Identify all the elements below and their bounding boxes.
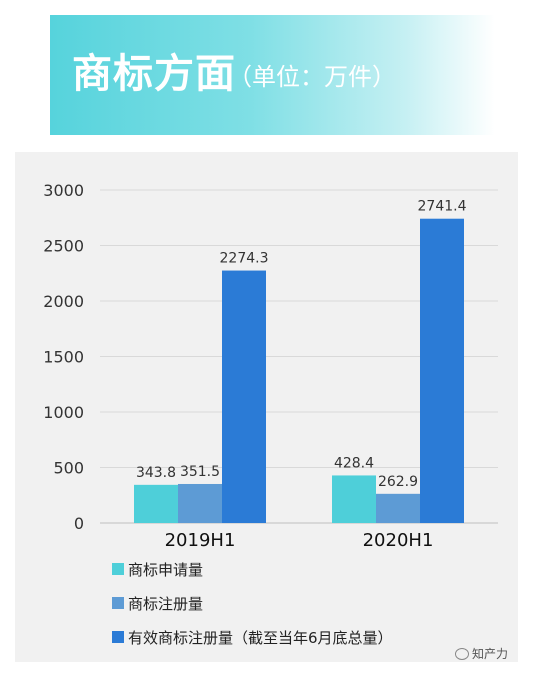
bar [376, 493, 420, 523]
watermark: 知产力 [455, 645, 508, 662]
legend-label-application: 商标申请量 [128, 560, 204, 579]
chart-legend: 商标申请量 商标注册量 有效商标注册量（截至当年6月底总量） [112, 552, 393, 654]
legend-swatch-registration [112, 597, 124, 609]
unit-label: （单位：万件） [228, 63, 396, 91]
watermark-text: 知产力 [472, 647, 509, 661]
legend-swatch-application [112, 563, 124, 575]
y-tick-label: 1500 [43, 348, 84, 367]
legend-item-valid-registration: 有效商标注册量（截至当年6月底总量） [112, 620, 393, 654]
data-label: 2274.3 [220, 251, 269, 267]
page-title: 商标方面 [72, 51, 236, 97]
y-tick-label: 1000 [43, 403, 84, 422]
wechat-icon [455, 647, 469, 660]
legend-item-registration: 商标注册量 [112, 586, 393, 620]
bar [420, 218, 464, 524]
legend-label-registration: 商标注册量 [128, 594, 204, 613]
legend-swatch-valid-registration [112, 631, 124, 643]
bar [134, 484, 178, 523]
y-tick-label: 0 [74, 514, 84, 533]
y-tick-label: 2000 [43, 292, 84, 311]
data-label: 428.4 [334, 455, 374, 471]
legend-label-valid-registration: 有效商标注册量（截至当年6月底总量） [128, 628, 393, 647]
bar [222, 270, 266, 523]
data-label: 2741.4 [418, 199, 467, 215]
x-category-label: 2020H1 [363, 530, 434, 551]
title-banner: 商标方面 （单位：万件） [50, 15, 495, 135]
data-label: 343.8 [136, 465, 176, 481]
x-category-label: 2019H1 [165, 530, 236, 551]
y-tick-label: 3000 [43, 181, 84, 200]
legend-item-application: 商标申请量 [112, 552, 393, 586]
data-label: 351.5 [180, 464, 220, 480]
data-label: 262.9 [378, 474, 418, 490]
y-tick-label: 500 [53, 459, 84, 478]
bar [178, 483, 222, 523]
bar [332, 475, 376, 523]
y-tick-label: 2500 [43, 237, 84, 256]
